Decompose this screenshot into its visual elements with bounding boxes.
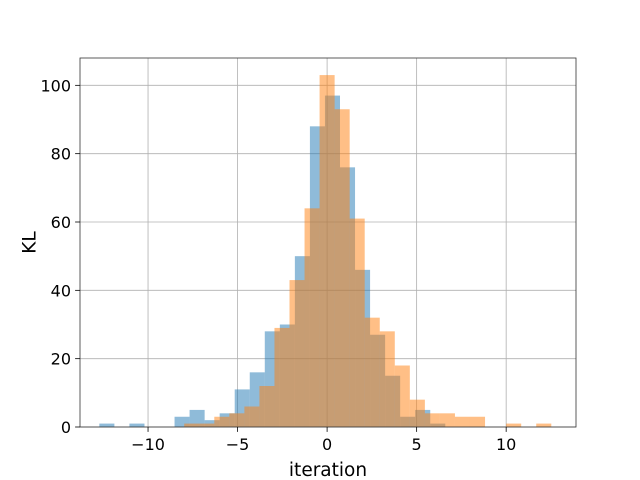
plot-frame [79,57,577,428]
x-axis-label: iteration [289,460,367,480]
x-tick-label-1: −5 [226,435,250,454]
series-1-bar-1 [129,423,145,427]
y-tick-label-3: 60 [51,213,71,232]
series-2-bar-4 [244,406,260,427]
series-2-bar-14 [394,365,410,427]
series-2-bar-15 [409,399,425,427]
series-2-bar-13 [379,331,395,427]
series-2-bar-7 [289,280,305,427]
y-tick-label-1: 20 [51,350,71,369]
series-2-bar-0 [184,423,200,427]
y-tick-label-4: 80 [51,145,71,164]
histogram-bars [99,75,552,428]
y-axis-label: KL [19,231,40,254]
y-tick-label-5: 100 [40,76,71,95]
series-2-bar-17 [439,413,455,427]
series-2-bar-9 [319,75,335,427]
series-1-bar-3 [189,409,205,427]
series-2-bar-11 [349,218,365,427]
series-2-bar-18 [454,416,470,427]
x-tick-label-0: −10 [131,435,165,454]
x-tick-label-4: 10 [496,435,516,454]
x-tick-label-3: 5 [412,435,422,454]
series-2-bar-16 [424,413,440,427]
series-2-bar-1 [199,423,215,427]
y-tick-label-0: 0 [61,418,71,437]
series-2-bar-3 [229,413,245,427]
series-1-bar-4 [204,420,220,427]
series-2-bar-21 [536,423,552,427]
series-2-bar-5 [259,386,275,427]
series-2-bar-2 [214,416,230,427]
series-1-bar-2 [174,416,190,427]
y-tick-label-2: 40 [51,281,71,300]
series-2-bar-12 [364,317,380,427]
series-2-bar-19 [469,416,486,427]
series-1-bar-0 [99,423,115,427]
x-tick-label-2: 0 [322,435,332,454]
series-2-bar-10 [334,109,350,427]
series-2-bar-20 [506,423,522,427]
series-2-bar-8 [304,208,320,427]
series-2-bar-6 [274,327,290,427]
